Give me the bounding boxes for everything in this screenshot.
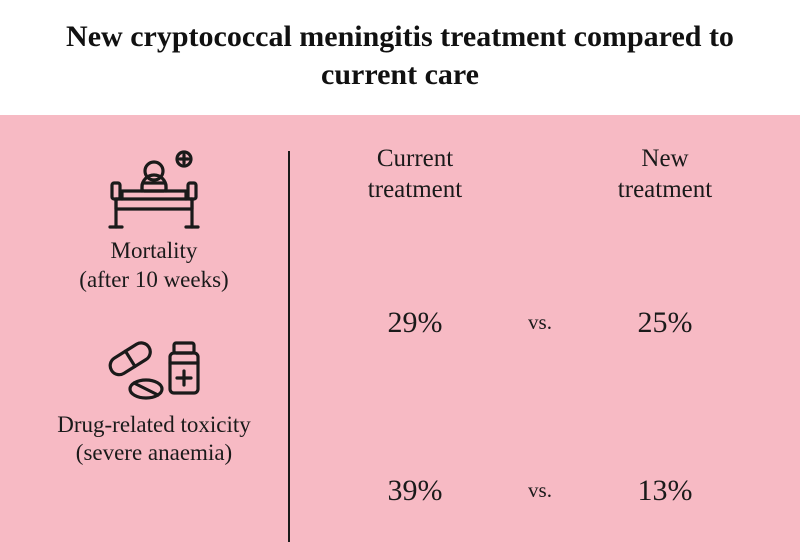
- header-new-text: Newtreatment: [618, 145, 712, 203]
- title-section: New cryptococcal meningitis treatment co…: [0, 0, 800, 115]
- metric-label: Mortality (after 10 weeks): [79, 237, 228, 295]
- row-toxicity: 39% vs. 13%: [320, 436, 760, 546]
- metric-label-line1: Mortality: [111, 238, 198, 263]
- infographic-page: New cryptococcal meningitis treatment co…: [0, 0, 800, 560]
- metric-label-line2: (severe anaemia): [76, 440, 232, 465]
- header-new: Newtreatment: [570, 143, 760, 206]
- metric-label-line2: (after 10 weeks): [79, 267, 228, 292]
- metric-toxicity: Drug-related toxicity (severe anaemia): [57, 317, 251, 469]
- values-column: Currenttreatment Newtreatment 29% vs. 25…: [290, 143, 760, 546]
- metric-label-line1: Drug-related toxicity: [57, 412, 251, 437]
- content-panel: Mortality (after 10 weeks): [0, 115, 800, 560]
- vs-label: vs.: [510, 478, 570, 503]
- metric-label: Drug-related toxicity (severe anaemia): [57, 411, 251, 469]
- page-title: New cryptococcal meningitis treatment co…: [40, 18, 760, 93]
- header-current-text: Currenttreatment: [368, 145, 462, 203]
- mortality-current-value: 29%: [320, 306, 510, 340]
- row-mortality: 29% vs. 25%: [320, 268, 760, 378]
- hospital-bed-icon: [100, 143, 208, 231]
- toxicity-current-value: 39%: [320, 474, 510, 508]
- metric-mortality: Mortality (after 10 weeks): [79, 143, 228, 295]
- toxicity-new-value: 13%: [570, 474, 760, 508]
- metrics-label-column: Mortality (after 10 weeks): [44, 143, 288, 546]
- header-current: Currenttreatment: [320, 143, 510, 206]
- vs-label: vs.: [510, 310, 570, 335]
- mortality-new-value: 25%: [570, 306, 760, 340]
- pills-bottle-icon: [98, 317, 210, 405]
- column-headers: Currenttreatment Newtreatment: [320, 143, 760, 206]
